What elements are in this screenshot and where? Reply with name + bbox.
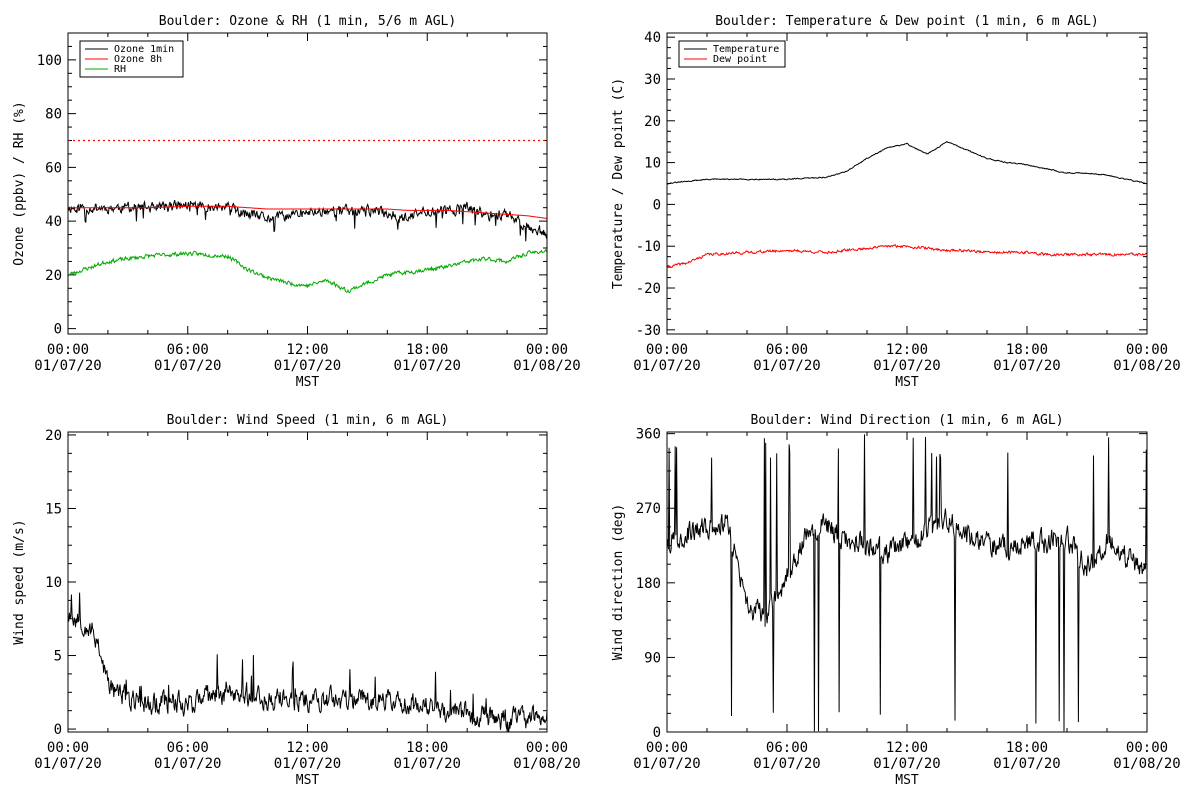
x-tick-label-date: 01/07/20 <box>753 358 820 374</box>
x-tick-label-date: 01/07/20 <box>154 358 221 374</box>
x-tick-label-date: 01/07/20 <box>274 358 341 374</box>
x-tick-label-date: 01/07/20 <box>633 756 700 772</box>
x-tick-label-date: 01/07/20 <box>394 756 461 772</box>
legend-label: RH <box>114 64 126 75</box>
plot-frame <box>67 32 548 335</box>
series-line-dew-point <box>667 243 1147 269</box>
chart-title: Boulder: Wind Direction (1 min, 6 m AGL) <box>750 413 1063 428</box>
y-tick-label: 20 <box>45 428 62 444</box>
y-tick-label: 10 <box>644 156 661 172</box>
chart-title: Boulder: Wind Speed (1 min, 6 m AGL) <box>167 413 449 428</box>
x-axis-label: MST <box>296 375 320 390</box>
plot-frame <box>67 431 548 733</box>
x-tick-label-time: 18:00 <box>406 342 448 358</box>
x-tick-label-time: 18:00 <box>1006 740 1048 756</box>
y-tick-label: 80 <box>45 107 62 123</box>
x-tick-label-time: 12:00 <box>886 740 928 756</box>
legend-box <box>678 40 786 68</box>
x-tick-label-date: 01/07/20 <box>394 358 461 374</box>
x-tick-label-date: 01/07/20 <box>873 756 940 772</box>
panel-ozone_rh: Boulder: Ozone & RH (1 min, 5/6 m AGL)00… <box>12 14 581 390</box>
series-line-rh <box>68 248 547 294</box>
x-tick-label-date: 01/07/20 <box>274 756 341 772</box>
x-tick-label-time: 12:00 <box>886 342 928 358</box>
y-tick-label: 0 <box>54 722 62 738</box>
legend-label: Dew point <box>713 54 767 65</box>
x-tick-label-time: 00:00 <box>47 342 89 358</box>
x-tick-label-time: 18:00 <box>406 740 448 756</box>
y-tick-label: 5 <box>54 649 62 665</box>
y-tick-label: 0 <box>54 322 62 338</box>
x-tick-label-date: 01/07/20 <box>34 756 101 772</box>
x-tick-label-time: 06:00 <box>167 740 209 756</box>
x-tick-label-time: 00:00 <box>526 342 568 358</box>
y-tick-label: 40 <box>45 214 62 230</box>
x-tick-label-time: 00:00 <box>47 740 89 756</box>
y-tick-label: 10 <box>45 575 62 591</box>
y-tick-label: 100 <box>37 53 62 69</box>
x-tick-label-time: 12:00 <box>286 740 328 756</box>
y-axis-label: Ozone (ppbv) / RH (%) <box>12 101 27 265</box>
chart-title: Boulder: Ozone & RH (1 min, 5/6 m AGL) <box>159 14 456 29</box>
panel-wind_speed: Boulder: Wind Speed (1 min, 6 m AGL) 00:0… <box>12 413 581 788</box>
x-tick-label-date: 01/07/20 <box>633 358 700 374</box>
x-tick-label-date: 01/07/20 <box>154 756 221 772</box>
series-line-temperature <box>667 140 1147 185</box>
x-axis-label: MST <box>895 773 919 788</box>
y-tick-label: 20 <box>45 268 62 284</box>
chart-title: Boulder: Temperature & Dew point (1 min,… <box>715 14 1099 29</box>
x-tick-label-date: 01/07/20 <box>993 358 1060 374</box>
x-tick-label-time: 12:00 <box>286 342 328 358</box>
x-tick-label-date: 01/08/20 <box>1113 358 1180 374</box>
y-tick-label: -30 <box>636 323 661 339</box>
y-tick-label: 20 <box>644 114 661 130</box>
legend-label: Temperature <box>713 44 779 55</box>
y-tick-label: -10 <box>636 239 661 255</box>
series-line-wind-speed <box>68 592 547 732</box>
plot-frame <box>666 32 1148 335</box>
plot-frame <box>666 431 1148 733</box>
x-tick-label-time: 00:00 <box>526 740 568 756</box>
y-tick-label: 90 <box>644 650 661 666</box>
x-axis-label: MST <box>895 375 919 390</box>
x-tick-label-date: 01/07/20 <box>873 358 940 374</box>
y-tick-label: 180 <box>636 576 661 592</box>
x-tick-label-date: 01/07/20 <box>753 756 820 772</box>
x-tick-label-time: 00:00 <box>646 740 688 756</box>
series-line-wind-direction <box>667 434 1147 732</box>
legend-label: Ozone 1min <box>114 44 174 55</box>
y-axis-label: Wind speed (m/s) <box>12 519 27 644</box>
x-tick-label-date: 01/08/20 <box>513 358 580 374</box>
x-tick-label-time: 06:00 <box>766 342 808 358</box>
x-tick-label-date: 01/08/20 <box>513 756 580 772</box>
panel-temp_dew: Boulder: Temperature & Dew point (1 min,… <box>611 14 1181 390</box>
x-tick-label-date: 01/07/20 <box>993 756 1060 772</box>
y-axis-label: Temperature / Dew point (C) <box>611 78 626 289</box>
x-tick-label-time: 00:00 <box>1126 740 1168 756</box>
y-tick-label: 270 <box>636 501 661 517</box>
x-tick-label-time: 06:00 <box>766 740 808 756</box>
y-tick-label: -20 <box>636 281 661 297</box>
y-tick-label: 15 <box>45 501 62 517</box>
y-tick-label: 0 <box>653 725 661 741</box>
x-tick-label-time: 00:00 <box>1126 342 1168 358</box>
y-tick-label: 40 <box>644 30 661 46</box>
y-tick-label: 60 <box>45 160 62 176</box>
y-tick-label: 360 <box>636 427 661 443</box>
series-line-ozone-1min <box>68 199 547 242</box>
series-line-ozone-8h <box>68 205 547 219</box>
x-tick-label-time: 00:00 <box>646 342 688 358</box>
x-axis-label: MST <box>296 773 320 788</box>
legend-label: Ozone 8h <box>114 54 162 65</box>
panel-wind_dir: Boulder: Wind Direction (1 min, 6 m AGL)… <box>611 413 1181 788</box>
x-tick-label-date: 01/07/20 <box>34 358 101 374</box>
y-axis-label: Wind direction (deg) <box>611 504 626 661</box>
x-tick-label-time: 06:00 <box>167 342 209 358</box>
y-tick-label: 30 <box>644 72 661 88</box>
y-tick-label: 0 <box>653 197 661 213</box>
x-tick-label-time: 18:00 <box>1006 342 1048 358</box>
x-tick-label-date: 01/08/20 <box>1113 756 1180 772</box>
